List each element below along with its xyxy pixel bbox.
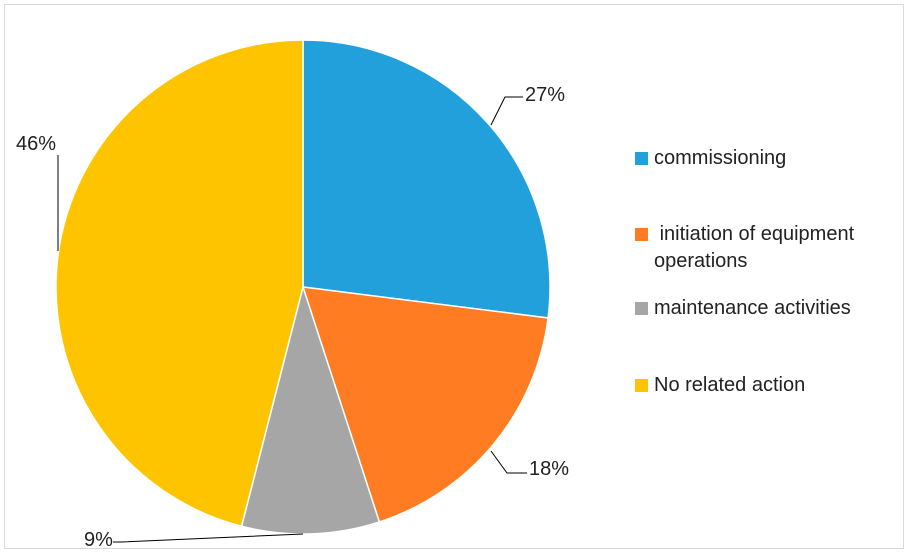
legend-item-maintenance: maintenance activities bbox=[635, 295, 904, 322]
data-label-initiation: 18% bbox=[529, 458, 569, 480]
pie-slices bbox=[55, 39, 551, 535]
legend-item-commissioning: commissioning bbox=[635, 145, 904, 172]
legend-label-initiation: initiation of equipment operations bbox=[654, 223, 855, 272]
data-label-maintenance: 9% bbox=[84, 529, 113, 550]
data-labels: 27% 18% 9% 46% bbox=[16, 84, 569, 550]
legend-swatch-no-related-action bbox=[635, 379, 648, 392]
legend-label-commissioning: commissioning bbox=[654, 147, 787, 169]
leader-line-initiation bbox=[490, 450, 527, 474]
chart-frame: 27% 18% 9% 46% commissioning initiation … bbox=[4, 4, 905, 550]
pie-slice-no-related-action bbox=[55, 39, 304, 528]
pie-slice-commissioning bbox=[302, 39, 551, 319]
leader-line-commissioning bbox=[490, 96, 523, 126]
legend-swatch-commissioning bbox=[635, 152, 648, 165]
data-label-no-related-action: 46% bbox=[16, 133, 56, 155]
legend-item-no-related-action: No related action bbox=[635, 372, 904, 399]
legend: commissioning initiation of equipment op… bbox=[635, 5, 905, 548]
pie-chart: 27% 18% 9% 46% bbox=[16, 39, 569, 550]
legend-item-initiation: initiation of equipment operations bbox=[635, 221, 904, 275]
data-label-commissioning: 27% bbox=[525, 84, 565, 106]
legend-swatch-maintenance bbox=[635, 302, 648, 315]
pie-slice-initiation bbox=[301, 286, 549, 523]
leader-lines bbox=[57, 96, 527, 543]
leader-line-maintenance bbox=[113, 533, 304, 543]
legend-swatch-initiation bbox=[635, 228, 648, 241]
legend-label-no-related-action: No related action bbox=[654, 374, 806, 396]
pie-slice-maintenance bbox=[240, 284, 381, 535]
legend-label-maintenance: maintenance activities bbox=[654, 297, 851, 319]
